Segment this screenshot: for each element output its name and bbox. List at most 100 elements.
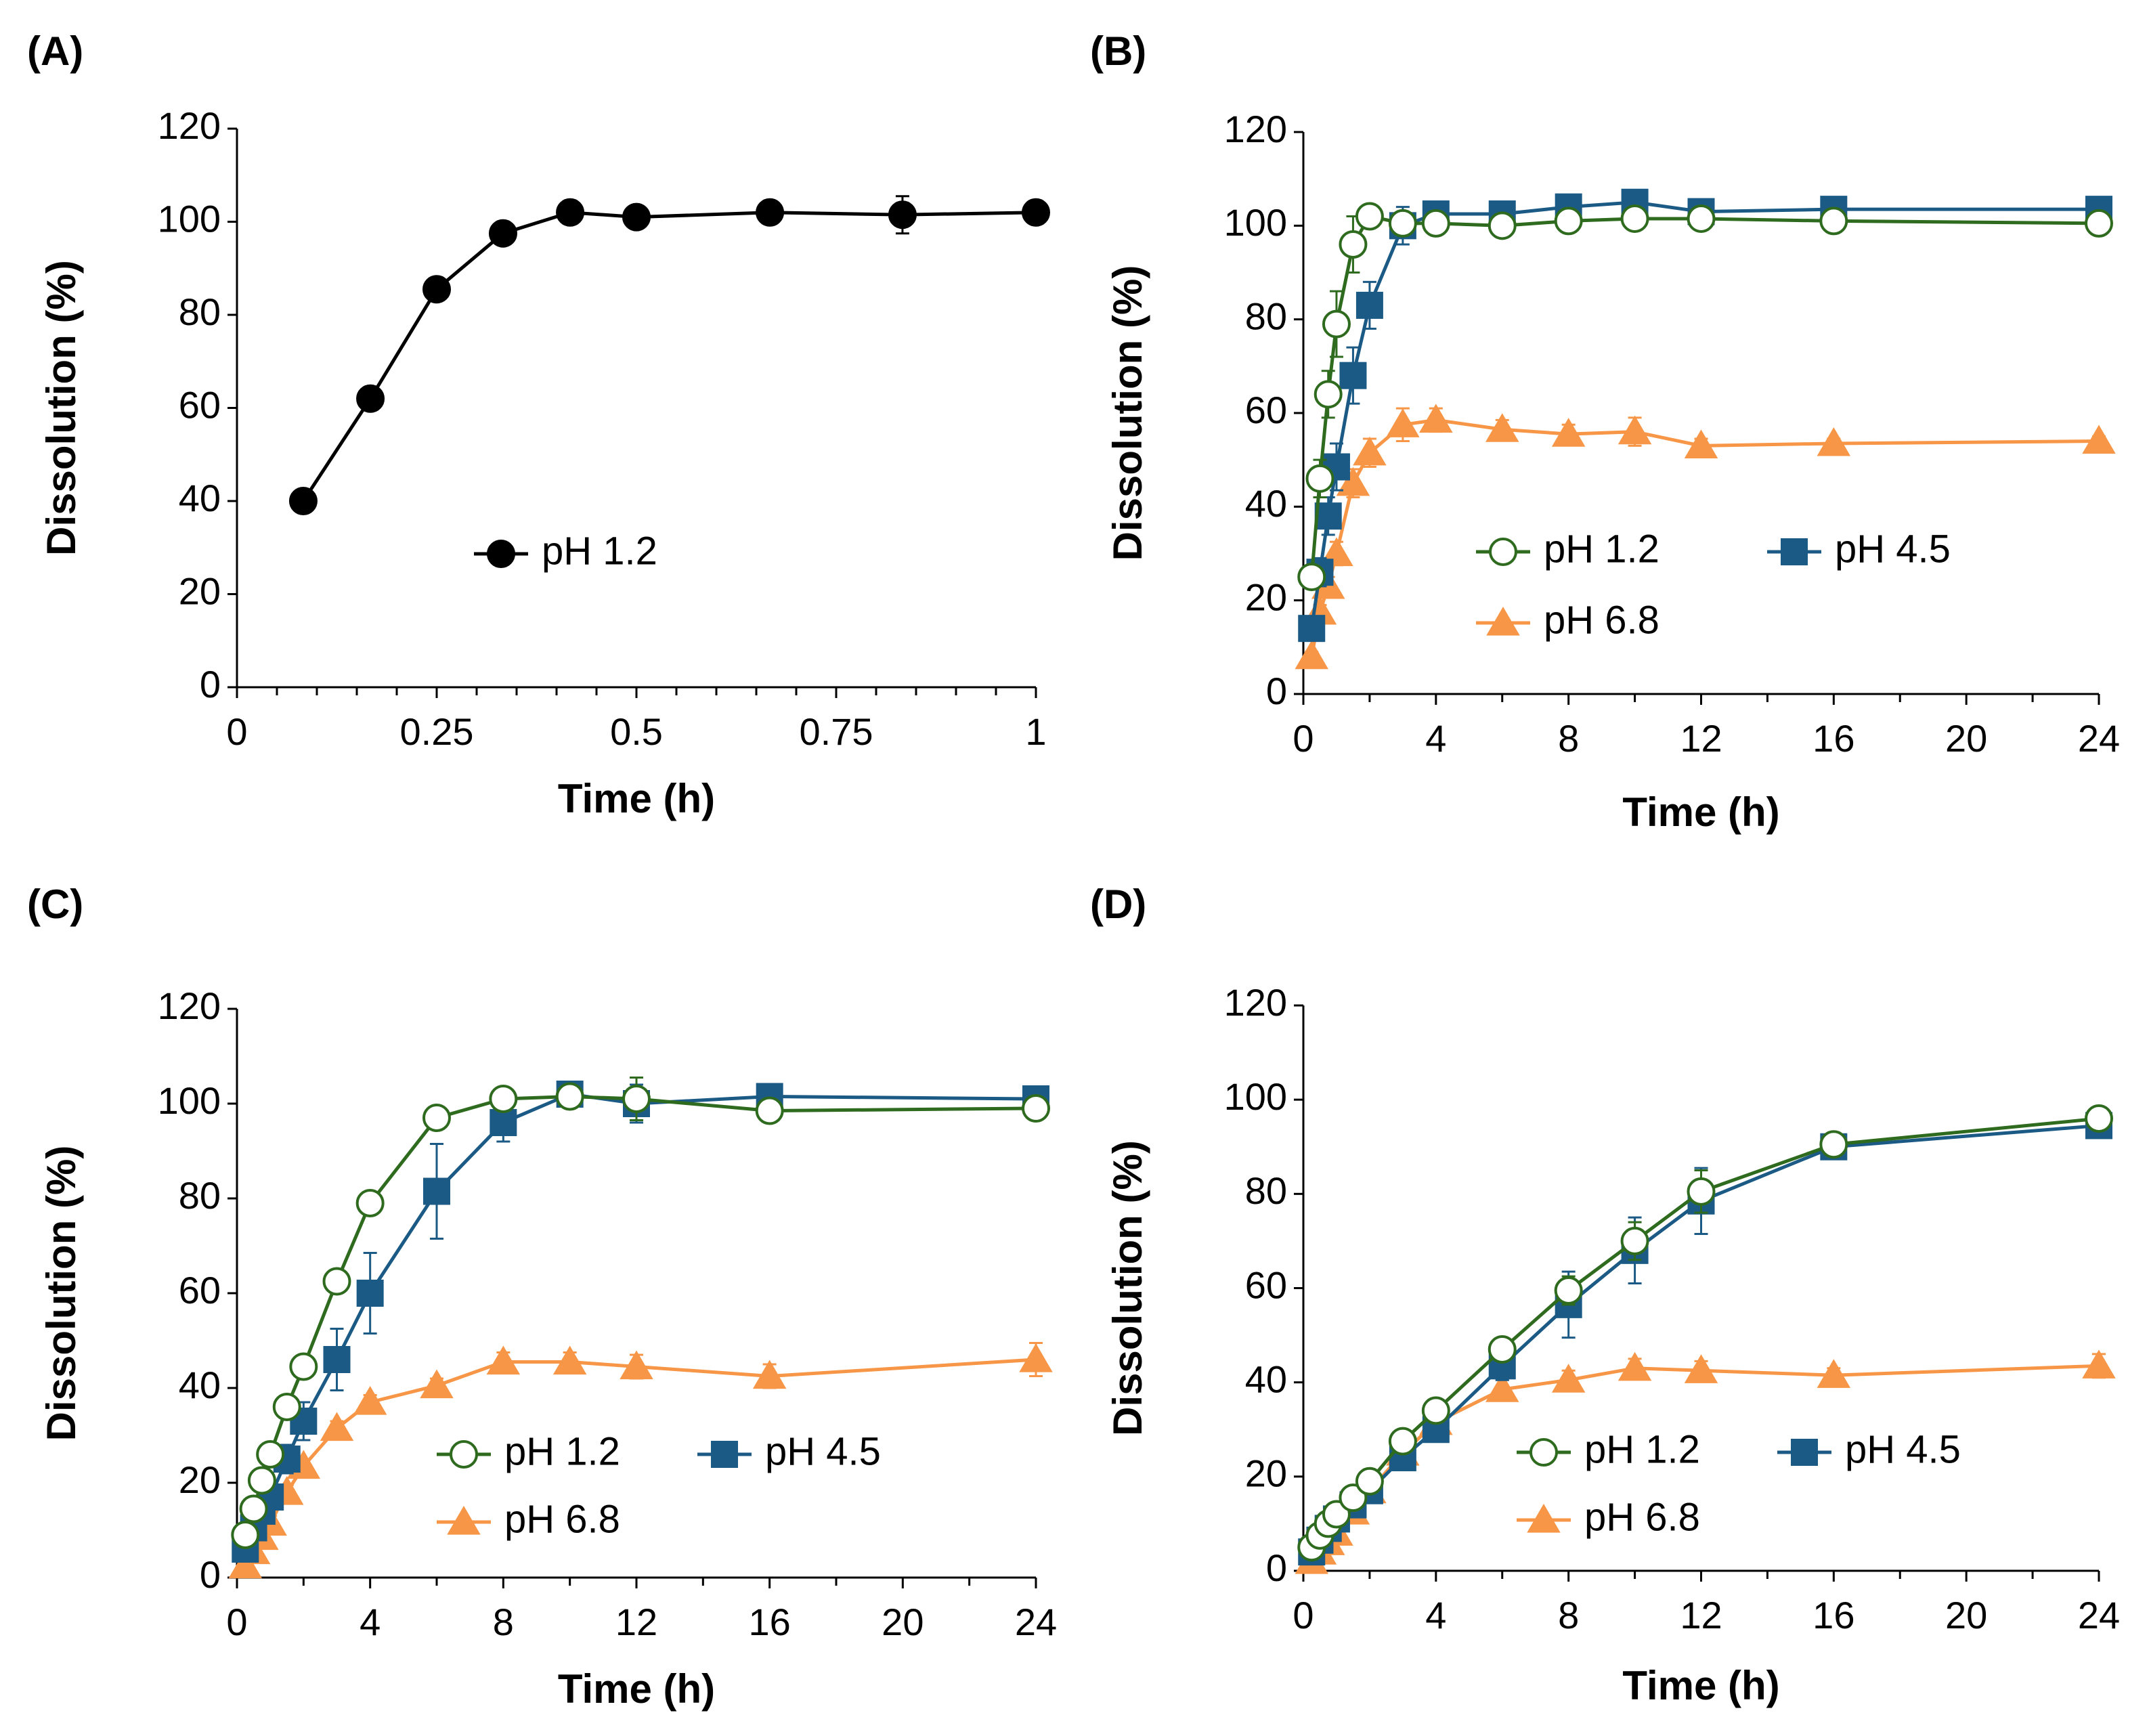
data-point: [2085, 1104, 2113, 1133]
series-ph-6.8: [228, 1342, 1053, 1579]
x-tick-label: 16: [749, 1601, 791, 1643]
y-tick-label: 100: [1224, 1075, 1287, 1118]
legend-entry: pH 1.2: [1476, 527, 1659, 571]
data-point: [620, 1350, 653, 1380]
data-point: [1298, 615, 1326, 643]
data-point: [1386, 408, 1420, 437]
data-point: [752, 1360, 787, 1389]
data-point: [420, 1369, 454, 1399]
data-point: [888, 200, 917, 230]
data-point: [1554, 207, 1583, 236]
y-tick-label: 100: [158, 197, 221, 240]
legend-marker: [450, 1440, 478, 1469]
x-tick-label: 0: [226, 1601, 247, 1643]
x-axis-title: Time (h): [1622, 789, 1779, 835]
x-tick-label: 24: [2078, 1594, 2120, 1636]
data-point: [622, 202, 651, 232]
data-point: [1388, 209, 1417, 238]
y-tick-label: 40: [179, 477, 221, 519]
legend-entry: pH 1.2: [474, 529, 657, 573]
series-line: [243, 1095, 1037, 1536]
data-point: [323, 1346, 351, 1373]
data-point: [289, 1352, 318, 1381]
data-point: [2082, 425, 2116, 454]
legend-entry: pH 4.5: [1767, 527, 1951, 571]
series-ph-1.2: [231, 1077, 1050, 1549]
data-point: [1819, 1130, 1848, 1159]
legend-label: pH 6.8: [1584, 1495, 1700, 1539]
data-point: [320, 1412, 354, 1441]
legend-entry: pH 4.5: [697, 1429, 881, 1473]
x-tick-label: 20: [1945, 1594, 1987, 1636]
y-tick-label: 0: [1266, 1546, 1287, 1589]
legend-entry: pH 4.5: [1777, 1427, 1961, 1471]
data-point: [1336, 466, 1370, 496]
panel-3: (C) 0 20 40 60 80 100 120 0 4 8 12 16 20 24 Time (h) Dis…: [27, 882, 1057, 1712]
panel-1: (A) 0 20 40 60 80 100 120 0 0.25 0.5 0.75 1 Time (h) D…: [27, 28, 1050, 821]
legend-marker: [1489, 538, 1517, 566]
data-point: [1488, 1334, 1517, 1364]
data-point: [272, 1393, 301, 1421]
x-tick-label: 12: [1680, 1594, 1722, 1636]
data-point: [756, 198, 785, 227]
y-tick-label: 0: [200, 1553, 221, 1596]
x-tick-label: 12: [615, 1601, 657, 1643]
legend-entry: pH 6.8: [437, 1497, 620, 1541]
legend-label: pH 1.2: [1544, 527, 1659, 571]
data-point: [552, 1345, 587, 1375]
legend-label: pH 6.8: [504, 1497, 620, 1541]
data-point: [1817, 1359, 1851, 1388]
data-point: [1019, 1343, 1053, 1372]
legend-marker: [487, 540, 515, 568]
data-point: [486, 1345, 521, 1375]
y-tick-label: 60: [179, 383, 221, 426]
legend-label: pH 6.8: [1544, 598, 1659, 642]
legend-marker: [447, 1506, 481, 1535]
y-tick-label: 40: [179, 1364, 221, 1406]
legend: pH 1.2 pH 4.5 pH 6.8: [1476, 527, 1951, 642]
legend-marker: [1791, 1439, 1818, 1466]
x-tick-label: 4: [1425, 717, 1446, 760]
data-point: [231, 1521, 260, 1549]
legend-marker: [711, 1441, 738, 1468]
y-tick-label: 20: [179, 1458, 221, 1501]
x-tick-label: 16: [1812, 1594, 1854, 1636]
series-ph-4.5: [1298, 188, 2112, 643]
legend-label: pH 1.2: [504, 1429, 620, 1473]
data-point: [2082, 1349, 2116, 1379]
y-axis-title: Dissolution (%): [39, 1146, 84, 1441]
y-tick-label: 120: [1224, 108, 1287, 150]
x-tick-label: 0: [1293, 1594, 1314, 1636]
legend: pH 1.2 pH 4.5 pH 6.8: [437, 1429, 881, 1541]
data-point: [1295, 640, 1328, 670]
data-point: [1022, 1094, 1050, 1123]
x-tick-label: 1: [1025, 710, 1046, 753]
data-point: [1339, 362, 1367, 389]
legend-marker: [1781, 538, 1808, 565]
x-tick-label: 20: [1945, 717, 1987, 760]
data-point: [1620, 204, 1649, 233]
y-tick-label: 80: [179, 290, 221, 333]
data-point: [356, 384, 385, 413]
y-tick-label: 0: [1266, 670, 1287, 712]
data-point: [1551, 1364, 1586, 1393]
x-tick-label: 0: [226, 710, 247, 753]
series-ph-1.2: [288, 195, 1050, 515]
x-tick-label: 20: [882, 1601, 924, 1643]
data-point: [1314, 380, 1343, 409]
y-tick-label: 40: [1245, 482, 1287, 525]
data-point: [423, 1177, 450, 1205]
series-line: [1310, 1364, 2100, 1563]
data-point: [1620, 1226, 1649, 1255]
series-ph-4.5: [232, 1081, 1049, 1563]
data-point: [555, 1082, 584, 1111]
y-tick-label: 80: [179, 1174, 221, 1217]
data-point: [1554, 1276, 1583, 1305]
x-tick-label: 0.25: [400, 710, 474, 753]
series-line: [244, 1358, 1037, 1567]
data-point: [1355, 291, 1383, 319]
y-tick-label: 60: [1245, 389, 1287, 431]
data-point: [1355, 202, 1384, 231]
x-tick-label: 0.5: [610, 710, 663, 753]
y-tick-label: 120: [158, 984, 221, 1027]
